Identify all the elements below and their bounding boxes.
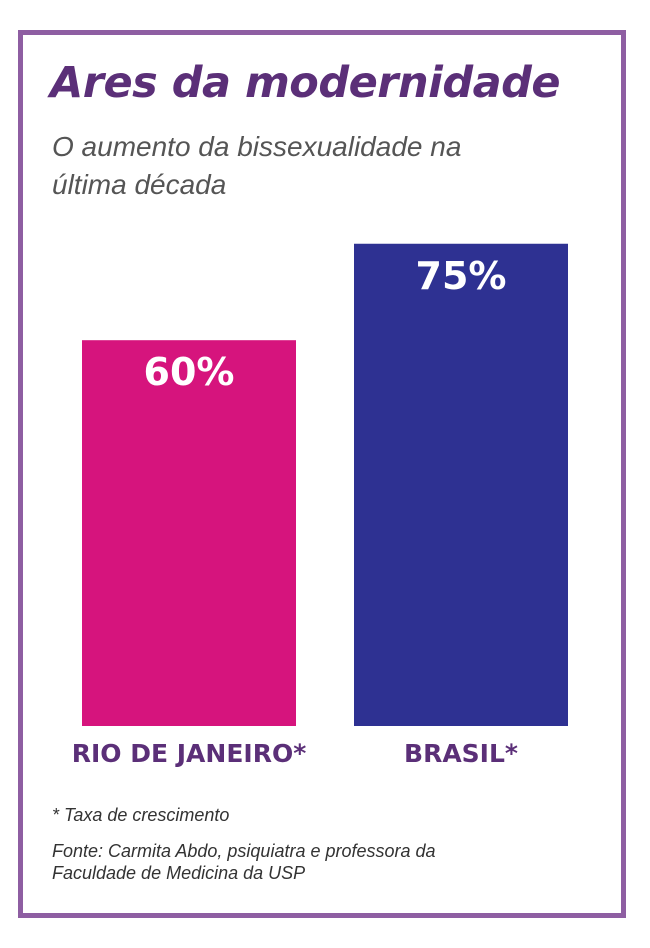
data-label-rio-de-janeiro: 60% [144, 350, 235, 394]
source-note: Fonte: Carmita Abdo, psiquiatra e profes… [52, 841, 436, 883]
bar-rio-de-janeiro [82, 340, 296, 726]
chart-subtitle: O aumento da bissexualidade na última dé… [52, 131, 462, 200]
chart-title: Ares da modernidade [50, 58, 561, 108]
category-label-brasil: BRASIL* [404, 739, 518, 768]
footnote: * Taxa de crescimento [52, 805, 230, 825]
bar-brasil [354, 243, 568, 726]
category-label-rio-de-janeiro: RIO DE JANEIRO* [72, 739, 307, 768]
data-label-brasil: 75% [416, 254, 507, 298]
